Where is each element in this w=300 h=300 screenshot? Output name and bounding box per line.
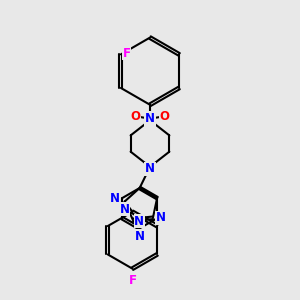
Text: N: N: [120, 203, 130, 216]
Text: S: S: [145, 112, 155, 126]
Text: N: N: [145, 162, 155, 175]
Text: N: N: [145, 112, 155, 125]
Text: N: N: [110, 192, 120, 205]
Text: N: N: [135, 230, 145, 243]
Text: N: N: [134, 215, 144, 228]
Text: O: O: [131, 110, 141, 123]
Text: F: F: [123, 46, 130, 60]
Text: N: N: [155, 211, 166, 224]
Text: O: O: [159, 110, 169, 123]
Text: F: F: [128, 274, 136, 287]
